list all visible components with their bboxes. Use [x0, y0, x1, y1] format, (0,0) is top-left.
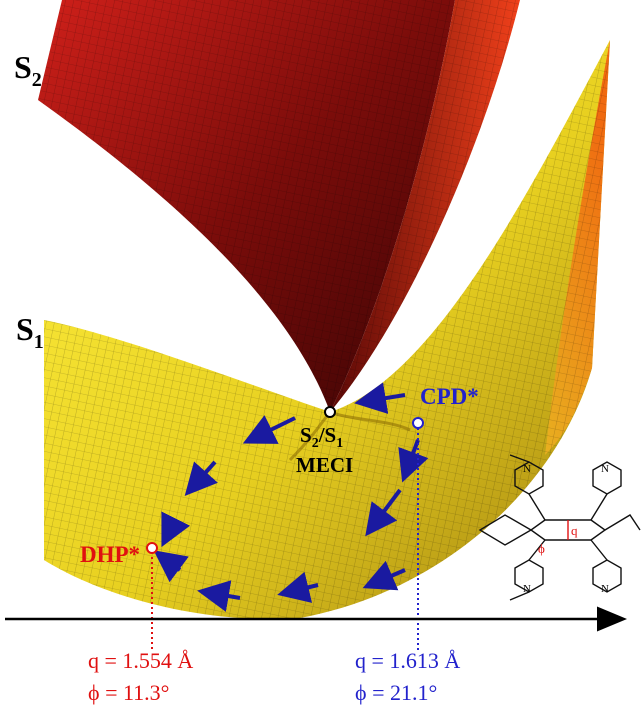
dhp-point: [146, 542, 158, 554]
surface-label: S1: [16, 311, 44, 353]
meci-label: S2/S1: [300, 423, 343, 451]
atom-label: N: [601, 463, 609, 475]
cpd-point: [412, 417, 424, 429]
atom-label: N: [523, 583, 531, 595]
atom-label: N: [601, 583, 609, 595]
molecule-label: q: [571, 523, 578, 538]
meci-name: MECI: [296, 453, 353, 477]
coordinate-label: q = 1.613 Å: [355, 648, 460, 673]
coordinate-label: q = 1.554 Å: [88, 648, 193, 673]
meci-point: [324, 406, 336, 418]
molecule: [478, 454, 641, 601]
reaction-arrows: [153, 382, 429, 612]
atom-label: N: [523, 463, 531, 475]
molecule-label: ϕ: [538, 541, 545, 556]
upper-surface: [38, 0, 520, 412]
coordinate-label: ϕ = 11.3°: [88, 680, 169, 705]
point-label: DHP*: [80, 542, 140, 567]
surface-label: S2: [14, 49, 42, 91]
coordinate-label: ϕ = 21.1°: [355, 680, 437, 705]
point-label: CPD*: [420, 384, 479, 409]
